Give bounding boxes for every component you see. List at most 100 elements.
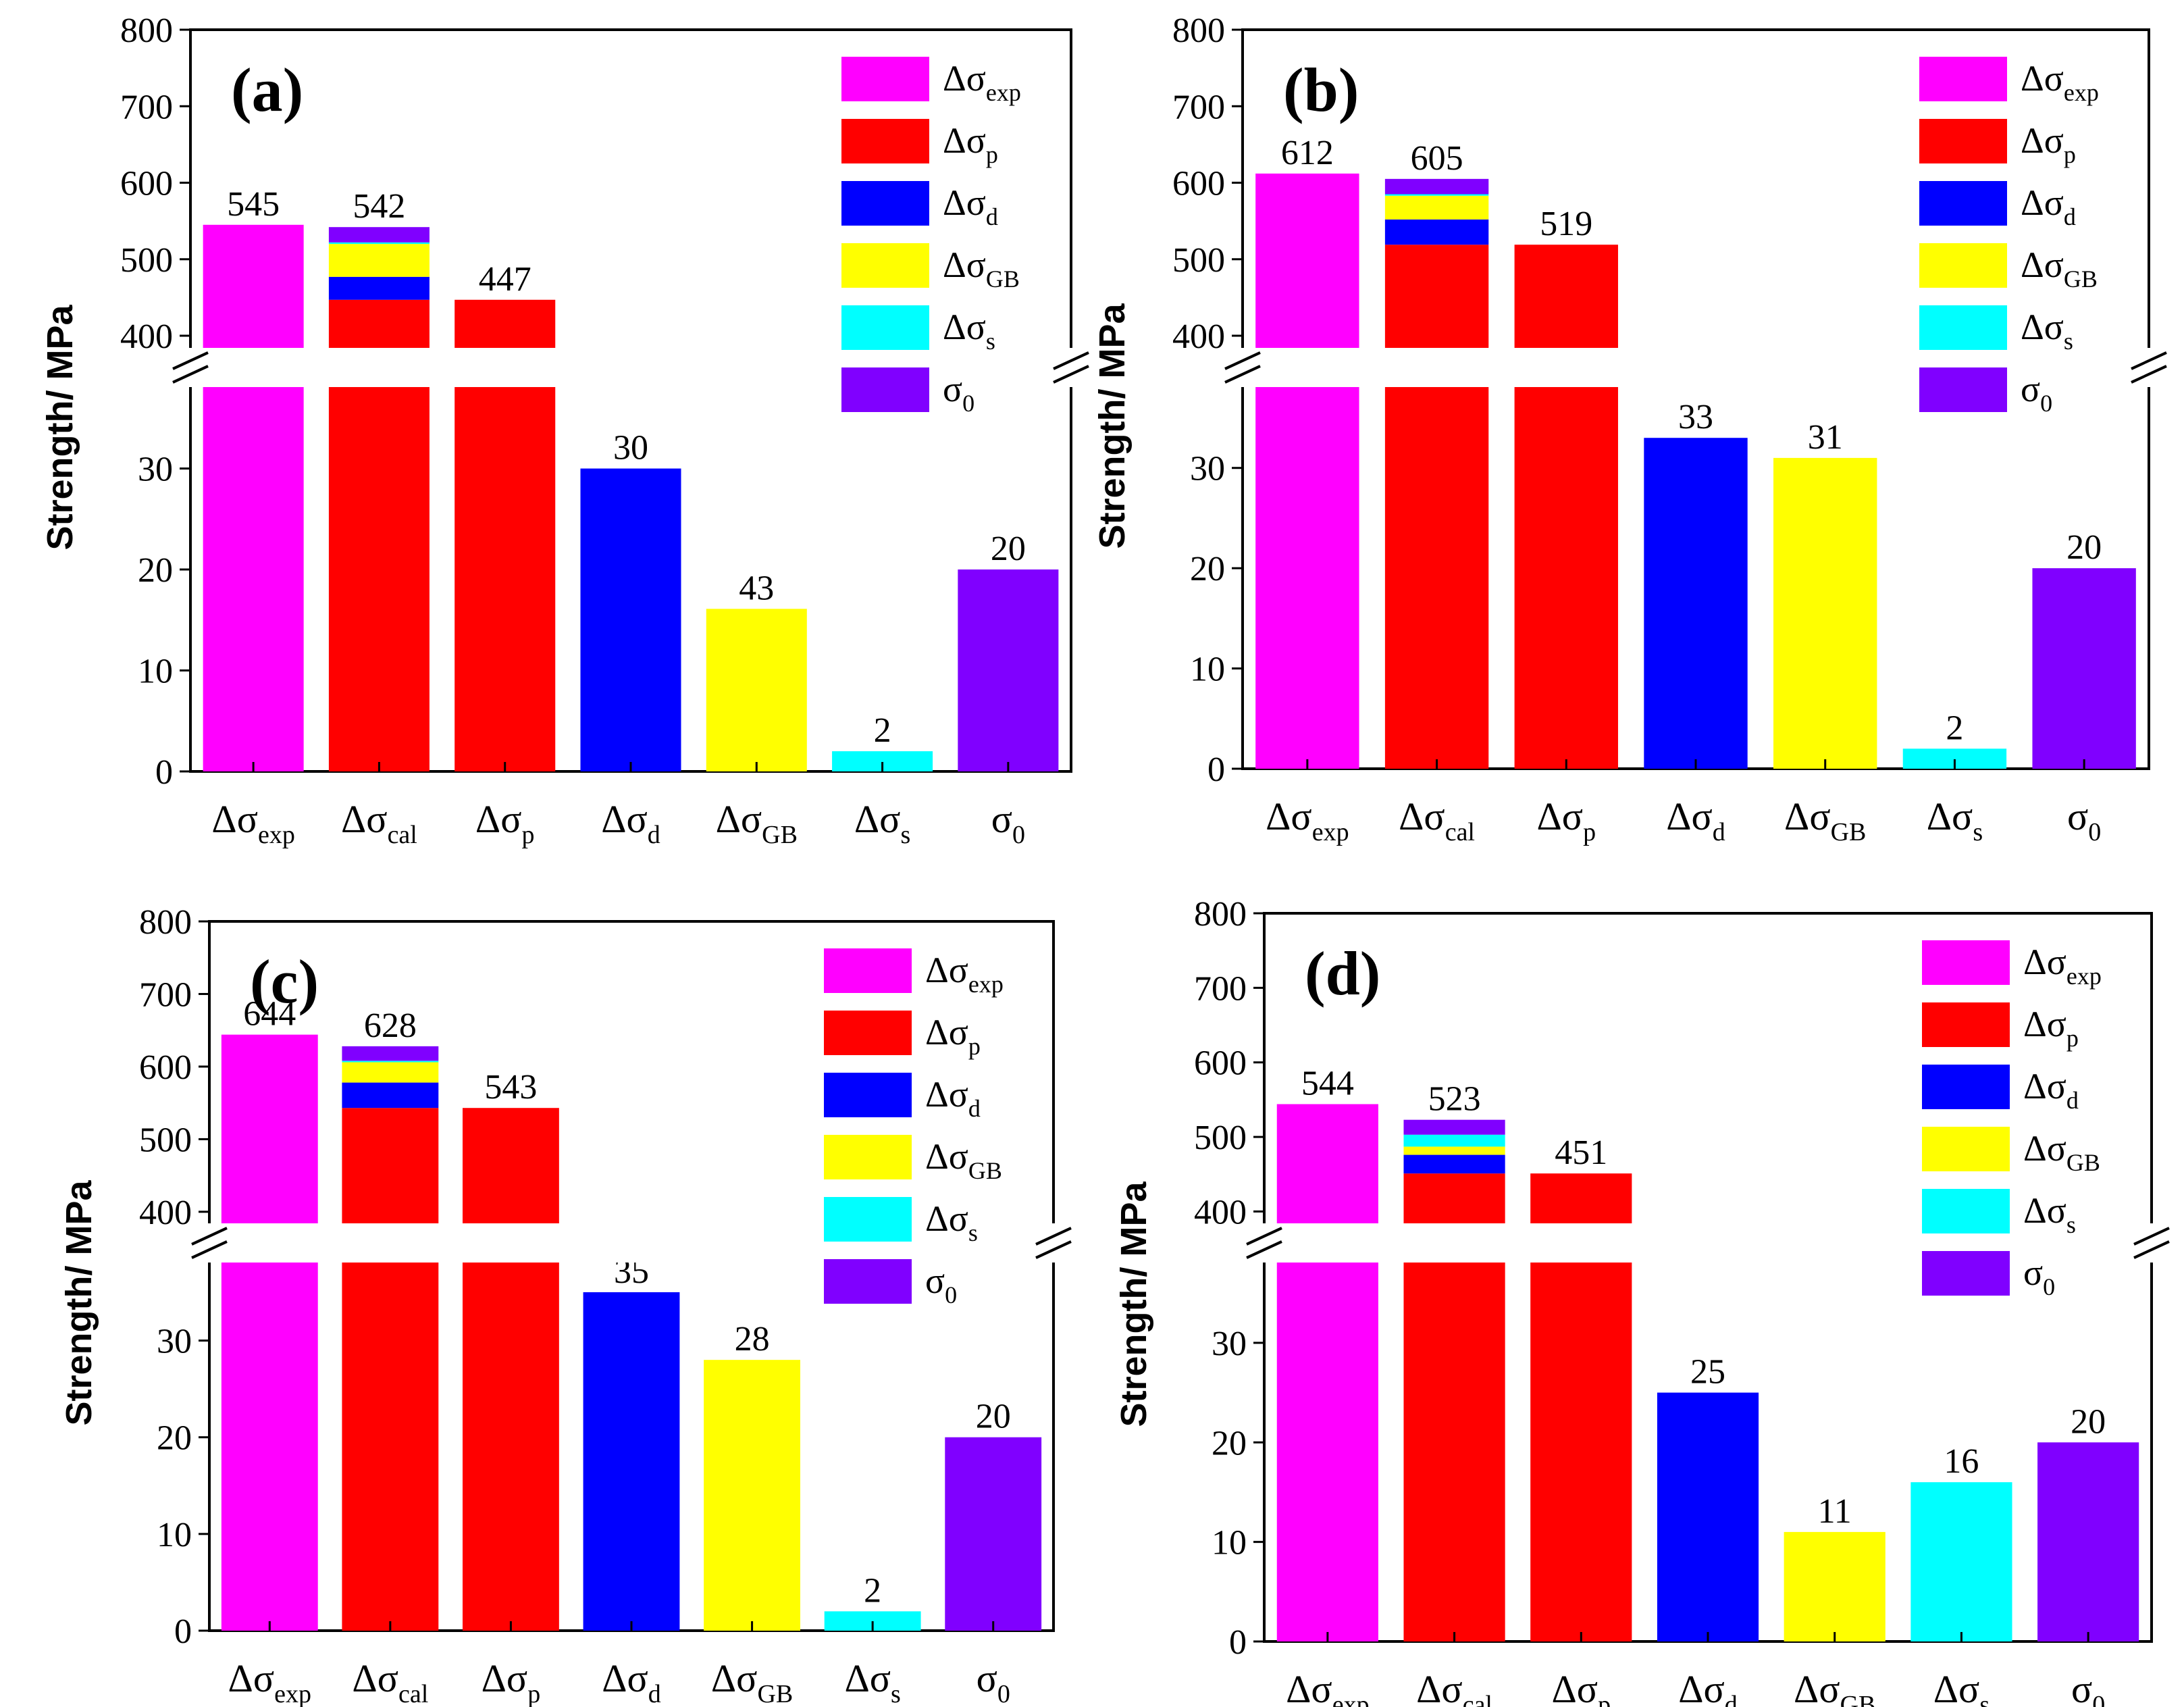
y-tick-label: 10 bbox=[157, 1516, 192, 1554]
legend-label: Δσexp bbox=[2021, 58, 2099, 106]
x-tick-label: ΔσGB bbox=[1784, 794, 1866, 846]
legend-label: Δσp bbox=[2023, 1004, 2079, 1052]
y-tick-label: 400 bbox=[120, 317, 173, 356]
bar-value-label: 20 bbox=[2066, 528, 2102, 567]
bar-p bbox=[1514, 245, 1618, 769]
y-tick-label: 400 bbox=[1172, 317, 1225, 356]
legend-swatch-p bbox=[1919, 119, 2007, 163]
bar-d bbox=[1644, 438, 1748, 769]
bar-value-label: 543 bbox=[484, 1068, 537, 1106]
x-tick-label: Δσexp bbox=[211, 797, 294, 849]
x-tick-label: Δσcal bbox=[1416, 1667, 1492, 1707]
panel-letter: (c) bbox=[250, 947, 319, 1016]
bar-0 bbox=[2032, 568, 2136, 769]
bar-value-label: 605 bbox=[1411, 139, 1463, 178]
legend-label: Δσs bbox=[943, 307, 995, 355]
legend-label: ΔσGB bbox=[2021, 245, 2098, 292]
x-tick-label: Δσs bbox=[854, 797, 910, 849]
bar-value-label: 20 bbox=[991, 530, 1026, 568]
x-tick-label: Δσexp bbox=[1286, 1667, 1369, 1707]
bar-cal-0 bbox=[1384, 178, 1489, 195]
y-tick-label: 30 bbox=[138, 451, 173, 489]
y-tick-label: 600 bbox=[1172, 165, 1225, 203]
bar-value-label: 523 bbox=[1428, 1080, 1481, 1119]
bar-cal-GB bbox=[1403, 1146, 1505, 1155]
panel-c: 644Δσexp628Δσcal543Δσp35Δσd28ΔσGB2Δσs20σ… bbox=[59, 903, 1072, 1707]
y-tick-label: 20 bbox=[138, 551, 173, 590]
y-axis-label: Strength/ MPa bbox=[1092, 303, 1133, 549]
x-tick-label: Δσcal bbox=[1399, 794, 1475, 846]
bar-cal-p bbox=[1384, 245, 1489, 769]
y-tick-label: 0 bbox=[155, 753, 173, 792]
bar-GB bbox=[704, 1360, 800, 1631]
y-tick-label: 800 bbox=[1194, 895, 1247, 934]
legend-swatch-s bbox=[824, 1197, 912, 1242]
x-tick-label: Δσp bbox=[1551, 1667, 1611, 1707]
bar-cal-s bbox=[1384, 194, 1489, 196]
axis-break-mark bbox=[172, 351, 209, 370]
bar-value-label: 31 bbox=[1808, 418, 1843, 457]
legend-label: ΔσGB bbox=[2023, 1128, 2100, 1176]
legend-label: Δσexp bbox=[943, 58, 1021, 106]
legend-label: σ0 bbox=[943, 369, 974, 417]
bar-exp bbox=[1255, 173, 1359, 769]
legend-swatch-GB bbox=[824, 1135, 912, 1179]
bar-value-label: 628 bbox=[364, 1007, 417, 1045]
y-tick-label: 10 bbox=[138, 653, 173, 691]
bar-GB bbox=[1784, 1531, 1886, 1641]
x-tick-label: Δσs bbox=[1927, 794, 1983, 846]
bar-value-label: 20 bbox=[976, 1398, 1011, 1436]
bar-value-label: 447 bbox=[479, 260, 531, 299]
y-tick-label: 10 bbox=[1190, 651, 1225, 689]
x-tick-label: ΔσGB bbox=[711, 1656, 793, 1707]
legend-swatch-exp bbox=[1919, 57, 2007, 101]
bar-GB bbox=[1773, 457, 1877, 769]
bar-value-label: 612 bbox=[1281, 134, 1334, 172]
bar-s bbox=[1910, 1482, 2012, 1641]
legend-swatch-exp bbox=[1922, 940, 2010, 985]
bar-p bbox=[463, 1108, 559, 1631]
axis-break-mark bbox=[172, 365, 209, 384]
bar-value-label: 33 bbox=[1678, 398, 1713, 436]
legend-label: Δσp bbox=[2021, 120, 2076, 168]
y-tick-label: 800 bbox=[120, 11, 173, 50]
y-tick-label: 700 bbox=[1172, 88, 1225, 126]
bar-value-label: 20 bbox=[2071, 1402, 2106, 1441]
y-tick-label: 600 bbox=[1194, 1044, 1247, 1083]
axis-break-mark bbox=[1246, 1240, 1282, 1259]
axis-break-mark bbox=[1035, 1240, 1072, 1259]
x-tick-label: Δσs bbox=[1933, 1667, 1990, 1707]
legend-label: Δσs bbox=[925, 1198, 978, 1246]
bar-value-label: 2 bbox=[874, 711, 891, 750]
y-tick-label: 10 bbox=[1212, 1524, 1247, 1562]
bar-value-label: 11 bbox=[1818, 1492, 1852, 1531]
axis-break-mark bbox=[1224, 351, 1261, 370]
axis-break-mark bbox=[2133, 1240, 2170, 1259]
legend-swatch-0 bbox=[824, 1259, 912, 1304]
y-tick-label: 400 bbox=[1194, 1193, 1247, 1231]
y-axis-label: Strength/ MPa bbox=[1114, 1181, 1154, 1427]
axis-break-mark bbox=[1035, 1227, 1072, 1246]
legend-label: σ0 bbox=[2021, 369, 2052, 417]
legend-label: Δσexp bbox=[925, 950, 1004, 998]
legend-swatch-exp bbox=[841, 57, 929, 101]
bar-value-label: 545 bbox=[227, 185, 280, 224]
bar-d bbox=[1657, 1392, 1759, 1641]
bar-exp bbox=[203, 224, 304, 771]
axis-break-gap bbox=[203, 1223, 1060, 1263]
y-axis-label: Strength/ MPa bbox=[59, 1180, 99, 1426]
legend-label: Δσd bbox=[2023, 1066, 2079, 1114]
axis-break-mark bbox=[191, 1240, 228, 1259]
axis-break-mark bbox=[2131, 351, 2167, 370]
bar-cal-GB bbox=[1384, 195, 1489, 220]
panel-letter: (a) bbox=[231, 55, 303, 124]
bar-cal-GB bbox=[328, 244, 430, 277]
bar-cal-0 bbox=[328, 227, 430, 243]
bar-0 bbox=[2037, 1442, 2139, 1641]
y-tick-label: 0 bbox=[1229, 1623, 1247, 1662]
legend-swatch-d bbox=[841, 181, 929, 226]
legend-swatch-GB bbox=[1919, 243, 2007, 288]
x-tick-label: Δσexp bbox=[1266, 794, 1349, 846]
y-tick-label: 800 bbox=[1172, 11, 1225, 50]
